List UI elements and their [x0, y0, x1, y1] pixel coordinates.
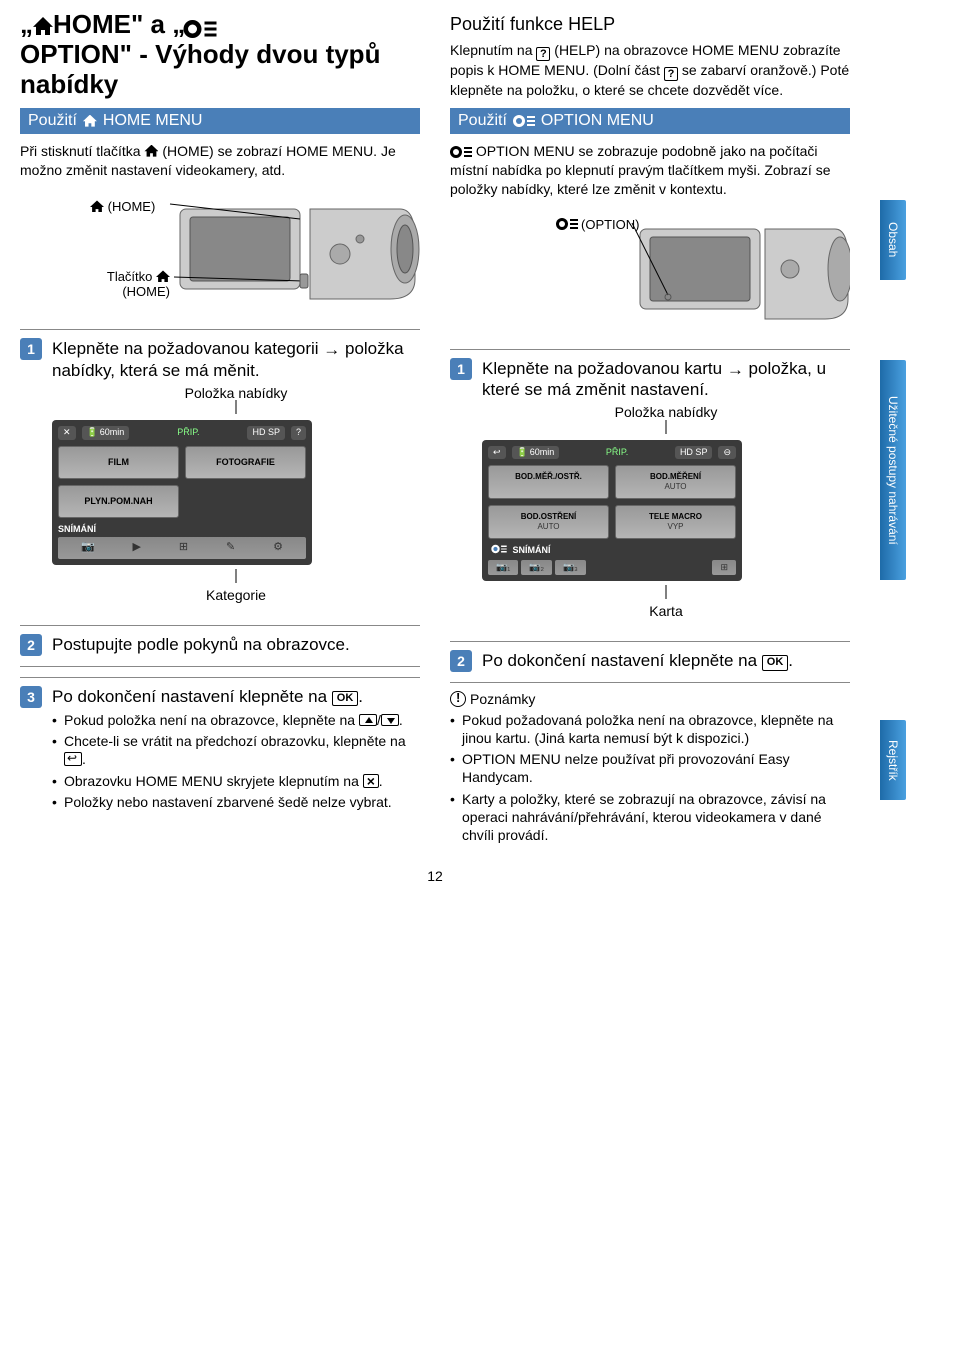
side-tab-index[interactable]: Rejstřík — [880, 720, 906, 800]
home-icon — [33, 17, 53, 35]
step-number: 3 — [20, 686, 42, 708]
notes-list: Pokud požadovaná položka není na obrazov… — [450, 711, 850, 844]
home-menu-screen: ✕ 🔋 60min PŘIP. HD SP ? FILM FOTOGRAFIE … — [52, 420, 312, 565]
camera-illustration-home: (HOME) Tlačítko (HOME) — [160, 189, 420, 319]
step-text: Klepněte na požadovanou kategorii → polo… — [52, 338, 420, 381]
step-number: 2 — [450, 650, 472, 672]
up-icon — [359, 714, 377, 726]
screen-btn-foto: FOTOGRAFIE — [185, 446, 306, 479]
camera-illustration-option: (OPTION) — [590, 209, 850, 339]
screen-btn-film: FILM — [58, 446, 179, 479]
step-text: Klepněte na požadovanou kartu → položka,… — [482, 358, 850, 401]
page-title: „HOME" a „OPTION" - Výhody dvou typů nab… — [20, 10, 420, 100]
note-icon — [450, 691, 466, 707]
back-icon — [64, 752, 82, 766]
step-number: 2 — [20, 634, 42, 656]
step-1: 1 Klepněte na požadovanou kategorii → po… — [20, 329, 420, 614]
option-icon — [184, 20, 217, 38]
step-3: 3 Po dokončení nastavení klepněte na OK.… — [20, 677, 420, 815]
page-number: 12 — [20, 868, 850, 884]
help-icon: ? — [536, 47, 550, 61]
home-icon — [156, 270, 170, 282]
help-icon: ? — [664, 67, 678, 81]
ok-icon: OK — [762, 655, 789, 671]
step-2-option: 2 Po dokončení nastavení klepněte na OK. — [450, 641, 850, 672]
step-number: 1 — [20, 338, 42, 360]
option-menu-screen: ↩ 🔋 60min PŘIP. HD SP ⊖ BOD.MĚŘ./OSTŘ. B… — [482, 440, 742, 582]
notes-header: Poznámky — [450, 691, 850, 707]
step-2: 2 Postupujte podle pokynů na obrazovce. — [20, 625, 420, 656]
option-description: OPTION MENU se zobrazuje podobně jako na… — [450, 142, 850, 199]
section-home-menu: Použití HOME MENU — [20, 108, 420, 134]
category-label: Kategorie — [52, 587, 420, 605]
home-icon — [144, 145, 158, 157]
card-label: Karta — [482, 603, 850, 621]
help-title: Použití funkce HELP — [450, 14, 850, 35]
home-description: Při stisknutí tlačítka (HOME) se zobrazí… — [20, 142, 420, 180]
screen-btn-plyn: PLYN.POM.NAH — [58, 485, 179, 518]
step-text: Po dokončení nastavení klepněte na OK. — [482, 650, 850, 672]
step-1-option: 1 Klepněte na požadovanou kartu → položk… — [450, 349, 850, 631]
ok-icon: OK — [332, 691, 359, 707]
down-icon — [381, 714, 399, 726]
option-icon — [556, 218, 578, 230]
option-icon — [450, 146, 472, 158]
close-icon — [363, 774, 379, 788]
help-description: Klepnutím na ? (HELP) na obrazovce HOME … — [450, 41, 850, 100]
step-text: Po dokončení nastavení klepněte na OK. — [52, 687, 363, 706]
side-tab-contents[interactable]: Obsah — [880, 200, 906, 280]
home-icon — [83, 115, 97, 127]
step-bullets: Pokud položka není na obrazovce, klepnět… — [52, 711, 420, 811]
step-number: 1 — [450, 358, 472, 380]
side-tab-tips[interactable]: Užitečné postupy nahrávání — [880, 360, 906, 580]
option-icon — [513, 115, 535, 127]
home-icon — [90, 200, 104, 212]
step-text: Postupujte podle pokynů na obrazovce. — [52, 634, 420, 656]
section-option-menu: Použití OPTION MENU — [450, 108, 850, 134]
